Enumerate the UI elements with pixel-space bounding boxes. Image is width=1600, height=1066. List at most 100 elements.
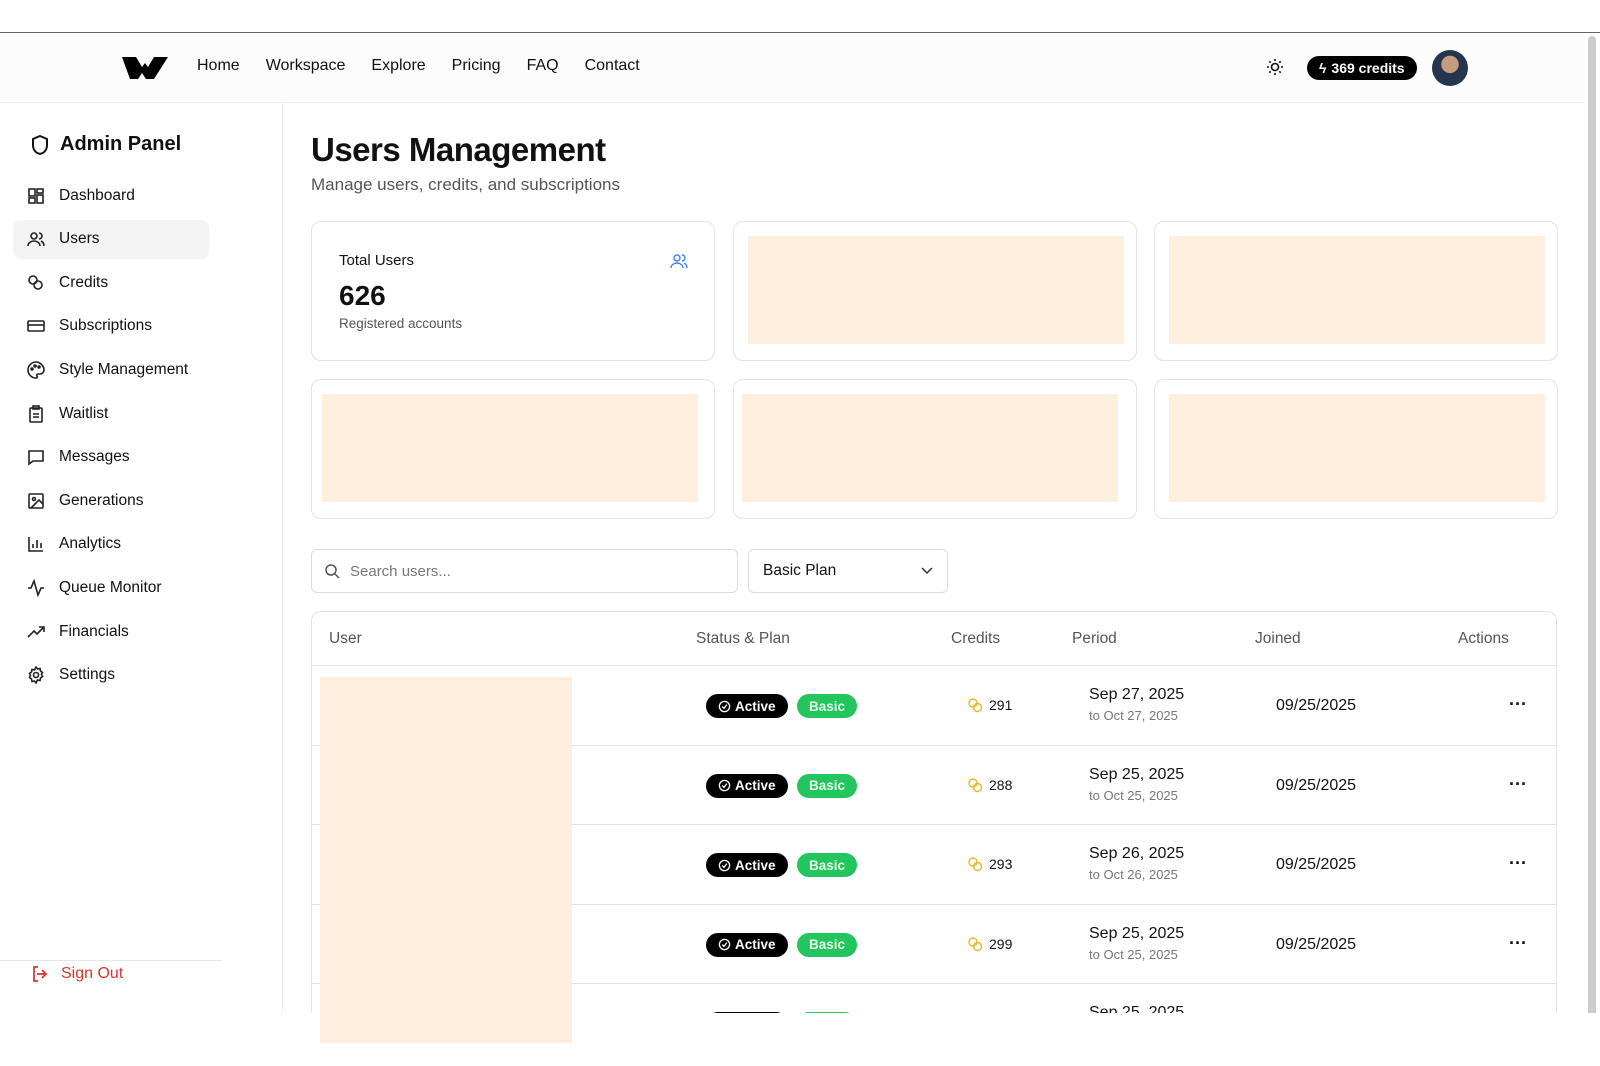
activity-icon <box>28 578 44 597</box>
divider <box>0 960 222 961</box>
table-row[interactable]: Active Basic 288 Sep 25, 2025 to Oct 25,… <box>312 744 1556 826</box>
sidebar-item-label: Style Management <box>59 360 189 378</box>
sidebar-item-label: Queue Monitor <box>59 578 162 596</box>
status-badge: Active <box>706 932 788 957</box>
sidebar-item-financials[interactable]: Financials <box>13 612 209 651</box>
more-actions-icon[interactable]: ··· <box>1509 853 1527 873</box>
page-subtitle: Manage users, credits, and subscriptions <box>311 175 620 194</box>
users-icon <box>27 232 45 247</box>
plan-badge: Basic <box>797 932 858 957</box>
check-circle-icon <box>718 779 731 792</box>
check-circle-icon <box>718 938 731 951</box>
placeholder <box>1169 236 1545 344</box>
sidebar-item-label: Dashboard <box>59 186 135 204</box>
sidebar-item-label: Messages <box>59 448 130 466</box>
column-header: Credits <box>951 630 1001 647</box>
nav-link-pricing[interactable]: Pricing <box>451 57 501 74</box>
period-end: to Oct 25, 2025 <box>1089 787 1178 803</box>
sidebar-item-analytics[interactable]: Analytics <box>13 525 209 564</box>
search-icon <box>325 564 340 579</box>
column-header: Period <box>1072 630 1117 647</box>
user-column-placeholder <box>320 677 572 1043</box>
sidebar-item-settings[interactable]: Settings <box>13 656 209 695</box>
credits-cell: 291 <box>967 697 1012 713</box>
nav-link-faq[interactable]: FAQ <box>526 57 559 74</box>
stat-card <box>1154 221 1558 361</box>
coins-icon <box>968 698 983 713</box>
dashboard-icon <box>28 187 44 204</box>
placeholder <box>1169 394 1545 502</box>
plan-badge: Basic <box>797 773 858 798</box>
joined-date: 09/25/2025 <box>1276 697 1357 714</box>
nav-link-contact[interactable]: Contact <box>584 57 640 74</box>
window-border <box>0 32 1600 33</box>
sidebar-item-subscriptions[interactable]: Subscriptions <box>13 307 209 346</box>
credits-cell: 288 <box>967 777 1012 793</box>
coins-icon <box>968 857 983 872</box>
sidebar-item-label: Analytics <box>59 535 122 553</box>
sidebar-item-credits[interactable]: Credits <box>13 263 209 302</box>
palette-icon <box>27 361 45 379</box>
table-row[interactable]: Active Basic 299 Sep 25, 2025 to Oct 25,… <box>312 903 1556 985</box>
plan-badge: Basic <box>797 853 858 877</box>
nav-link-explore[interactable]: Explore <box>371 57 426 74</box>
sidebar-item-label: Waitlist <box>59 404 109 422</box>
sign-out-button[interactable]: Sign Out <box>31 965 123 983</box>
stat-value: 626 <box>339 280 386 311</box>
sidebar-item-waitlist[interactable]: Waitlist <box>13 394 209 433</box>
joined-date: 09/25/2025 <box>1276 935 1357 953</box>
credits-badge[interactable]: ϟ 369 credits <box>1307 56 1417 80</box>
column-header: Status & Plan <box>696 630 790 647</box>
clipboard-icon <box>29 404 43 423</box>
coins-icon <box>968 777 983 792</box>
search-input[interactable]: Search users... <box>311 549 738 593</box>
table-row[interactable]: Active Basic 293 Sep 26, 2025 to Oct 26,… <box>312 824 1556 905</box>
sidebar-item-style-management[interactable]: Style Management <box>13 350 209 389</box>
more-actions-icon[interactable]: ··· <box>1509 694 1527 714</box>
stat-card <box>733 379 1137 519</box>
coins-icon <box>28 274 43 290</box>
theme-toggle-sun-icon[interactable] <box>1266 58 1284 76</box>
sidebar-item-label: Subscriptions <box>59 317 153 335</box>
period-end: to Oct 26, 2025 <box>1089 867 1178 882</box>
sidebar-item-generations[interactable]: Generations <box>13 481 209 520</box>
check-circle-icon <box>718 700 731 712</box>
table-row[interactable]: Active Basic 291 Sep 27, 2025 to Oct 27,… <box>312 665 1556 746</box>
sidebar-item-label: Settings <box>59 666 116 684</box>
shield-icon <box>32 134 48 155</box>
trending-up-icon <box>27 625 45 638</box>
gear-icon <box>28 666 44 685</box>
nav-link-workspace[interactable]: Workspace <box>265 57 346 74</box>
status-badge: Active <box>706 853 788 877</box>
viewport-bottom <box>0 1013 1600 1066</box>
message-icon <box>28 450 44 466</box>
nav-link-home[interactable]: Home <box>197 57 240 74</box>
more-actions-icon[interactable]: ··· <box>1509 932 1527 953</box>
plan-select[interactable]: Basic Plan <box>748 549 948 593</box>
sidebar-title: Admin Panel <box>30 133 181 156</box>
sidebar: Admin Panel Dashboard Users Credits Subscri… <box>0 103 283 1033</box>
coins-icon <box>968 936 983 951</box>
plan-badge: Basic <box>797 694 858 718</box>
lightning-icon: ϟ <box>1319 60 1327 76</box>
period-start: Sep 26, 2025 <box>1089 845 1185 862</box>
placeholder <box>742 394 1118 502</box>
column-header: Joined <box>1255 630 1301 647</box>
stat-label: Total Users <box>339 252 415 269</box>
logout-icon <box>33 966 48 982</box>
avatar[interactable] <box>1432 50 1468 86</box>
sidebar-item-label: Users <box>59 230 100 248</box>
column-header: Actions <box>1458 630 1509 647</box>
more-actions-icon[interactable]: ··· <box>1509 773 1527 794</box>
image-icon <box>28 492 44 509</box>
sidebar-item-label: Generations <box>59 491 144 509</box>
sidebar-item-dashboard[interactable]: Dashboard <box>13 176 209 215</box>
logo[interactable] <box>122 55 168 81</box>
stat-card-total-users: Total Users 626 Registered accounts <box>311 221 715 361</box>
sidebar-item-messages[interactable]: Messages <box>13 438 209 477</box>
sidebar-item-users[interactable]: Users <box>13 219 209 259</box>
sidebar-item-queue-monitor[interactable]: Queue Monitor <box>13 568 209 607</box>
period-start: Sep 25, 2025 <box>1089 924 1185 942</box>
scrollbar[interactable] <box>1588 36 1596 1032</box>
